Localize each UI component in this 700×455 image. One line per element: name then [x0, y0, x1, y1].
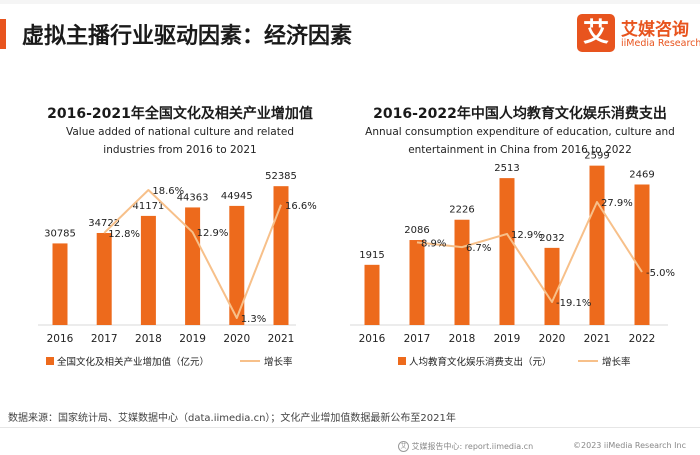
chart-2-bar-2020	[544, 247, 560, 325]
chart-2-bar-label-2019: 2513	[494, 163, 519, 174]
chart-1-bar-label-2021: 52385	[265, 171, 297, 182]
top-bar	[0, 0, 700, 4]
chart-2-bar-label-2016: 1915	[359, 250, 384, 261]
chart-2-bar-2017	[409, 240, 425, 325]
chart-1-x-tick-2018: 2018	[135, 333, 162, 345]
footer-copyright: ©2023 iiMedia Research Inc	[573, 441, 686, 450]
chart-2-bar-2016	[364, 264, 380, 325]
footer-report-text: 艾媒报告中心: report.iimedia.cn	[411, 442, 534, 451]
chart-2-x-tick-2021: 2021	[584, 333, 611, 345]
chart-1-x-tick-2020: 2020	[223, 333, 250, 345]
logo-cn-text: 艾媒咨询	[621, 20, 689, 40]
chart-1-growth-label-2021: 16.6%	[285, 201, 317, 212]
chart-1-subtitle: Value added of national culture and rela…	[20, 123, 340, 159]
chart-1-x-tick-2017: 2017	[91, 333, 118, 345]
chart-1-x-tick-2016: 2016	[47, 333, 74, 345]
chart-2-title: 2016-2022年中国人均教育文化娱乐消费支出	[373, 106, 667, 122]
chart-1-x-tick-2019: 2019	[179, 333, 206, 345]
chart-2-bar-label-2017: 2086	[404, 225, 429, 236]
chart-1-growth-label-2019: 12.9%	[197, 228, 229, 239]
chart-2-x-tick-2018: 2018	[449, 333, 476, 345]
chart-1-x-tick-2021: 2021	[268, 333, 295, 345]
chart-2-legend-bar-swatch	[398, 357, 406, 365]
chart-1-legend-bar-label: 全国文化及相关产业增加值（亿元）	[57, 356, 209, 368]
title-accent-bar	[0, 19, 6, 49]
chart-1-bar-label-2017: 34722	[88, 218, 120, 229]
chart-2-growth-label-2018: 6.7%	[466, 243, 491, 254]
page-title: 虚拟主播行业驱动因素：经济因素	[22, 24, 353, 49]
chart-2-legend-bar-label: 人均教育文化娱乐消费支出（元）	[409, 356, 552, 368]
chart-2-bar-2022	[634, 184, 650, 325]
chart-1-growth-line	[103, 189, 282, 319]
chart-2-growth-label-2020: -19.1%	[556, 298, 591, 309]
chart-2-x-tick-2019: 2019	[494, 333, 521, 345]
chart-1-bar-2017	[96, 232, 112, 325]
chart-1-growth-label-2020: 1.3%	[241, 314, 266, 325]
chart-2-growth-label-2021: 27.9%	[601, 198, 633, 209]
chart-2-bar-label-2020: 2032	[539, 233, 564, 244]
logo-mark-icon: 艾	[577, 14, 615, 52]
chart-1-bar-label-2020: 44945	[221, 191, 253, 202]
chart-2-bar-label-2022: 2469	[629, 169, 654, 180]
chart-1-bar-label-2018: 41171	[132, 201, 164, 212]
chart-1-subtitle-line-2: industries from 2016 to 2021	[103, 144, 257, 156]
chart-1-growth-label-2017: 12.8%	[108, 229, 140, 240]
chart-1-bar-2021	[273, 186, 289, 325]
logo-en-text: iiMedia Research	[621, 38, 700, 49]
chart-2-bar-2018	[454, 219, 470, 325]
chart-1-bar-2016	[52, 243, 68, 325]
chart-2-growth-label-2022: -5.0%	[646, 268, 675, 279]
footer-divider	[0, 427, 700, 428]
chart-1-bar-2019	[185, 207, 201, 325]
chart-1-growth-label-2018: 18.6%	[152, 186, 184, 197]
chart-1-bar-label-2016: 30785	[44, 228, 76, 239]
chart-2-subtitle-line-1: Annual consumption expenditure of educat…	[365, 126, 675, 138]
chart-1-title: 2016-2021年全国文化及相关产业增加值	[47, 106, 313, 122]
iimedia-logo: 艾 艾媒咨询 iiMedia Research	[577, 14, 700, 54]
chart-2-x-tick-2022: 2022	[629, 333, 656, 345]
chart-2-bar-2019	[499, 178, 515, 325]
chart-2-bar-label-2018: 2226	[449, 205, 474, 216]
data-source-note: 数据来源：国家统计局、艾媒数据中心（data.iimedia.cn）；文化产业增…	[8, 413, 456, 424]
chart-2-subtitle-line-2: entertainment in China from 2016 to 2022	[408, 144, 632, 156]
chart-2-bar-label-2021: 2599	[584, 151, 609, 162]
chart-2-legend-line-label: 增长率	[602, 356, 631, 368]
chart-2-growth-label-2017: 8.9%	[421, 238, 446, 249]
chart-2-subtitle: Annual consumption expenditure of educat…	[355, 123, 685, 159]
footer-report-link: 艾 艾媒报告中心: report.iimedia.cn	[398, 441, 533, 452]
chart-2-x-tick-2016: 2016	[359, 333, 386, 345]
chart-1-legend-bar-swatch	[46, 357, 54, 365]
chart-1-bar-2020	[229, 205, 245, 325]
chart-1-bar-2018	[140, 215, 156, 325]
chart-2-bar-2021	[589, 165, 605, 325]
chart-2-x-tick-2017: 2017	[404, 333, 431, 345]
footer-logo-icon: 艾	[398, 441, 409, 452]
chart-1-subtitle-line-1: Value added of national culture and rela…	[66, 126, 294, 138]
chart-2-growth-line	[416, 201, 643, 303]
chart-2-x-tick-2020: 2020	[539, 333, 566, 345]
chart-2-growth-label-2019: 12.9%	[511, 230, 543, 241]
chart-1-bar-label-2019: 44363	[177, 192, 209, 203]
chart-1-legend-line-label: 增长率	[264, 356, 293, 368]
